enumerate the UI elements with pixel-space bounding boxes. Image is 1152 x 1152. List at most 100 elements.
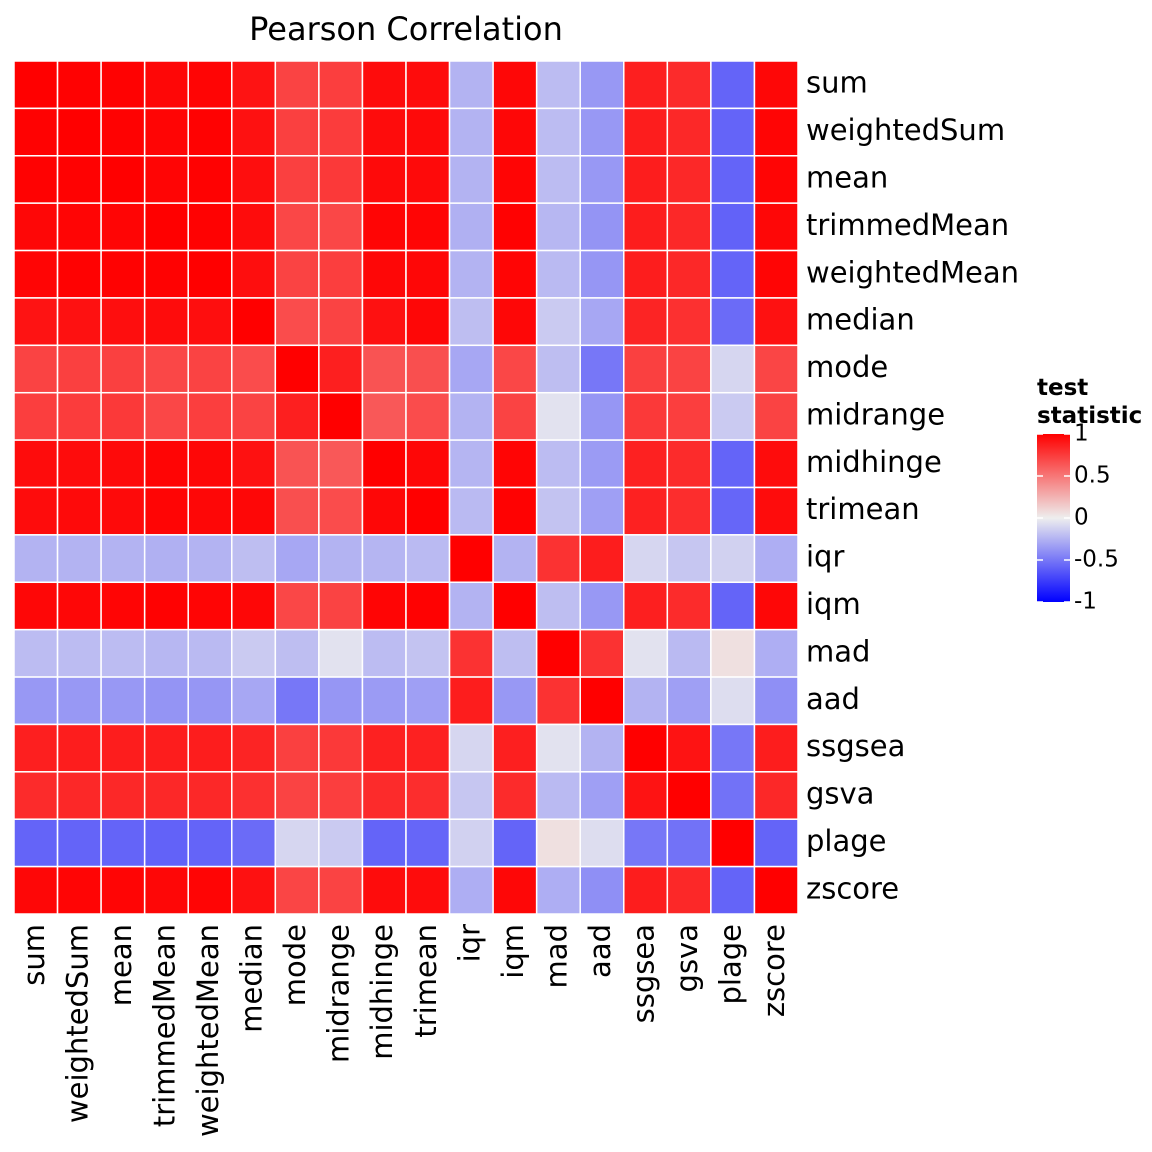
heatmap-cell-weightedSum-midhinge xyxy=(361,107,407,157)
heatmap-cell-sum-aad xyxy=(579,60,625,110)
legend-tick-label: 1 xyxy=(1074,421,1089,447)
heatmap-cell-weightedMean-sum xyxy=(13,249,59,299)
heatmap-cell-gsva-zscore xyxy=(753,771,799,820)
heatmap-cell-midrange-iqm xyxy=(492,391,538,441)
heatmap-cell-weightedMean-median xyxy=(231,249,277,299)
heatmap-cell-gsva-weightedSum xyxy=(56,771,102,820)
heatmap-cell-mad-weightedMean xyxy=(187,628,233,678)
legend-ticks: 1 0.5 0 -0.5 -1 xyxy=(1037,421,1119,615)
heatmap-cell-midrange-trimmedMean xyxy=(143,391,189,441)
heatmap-cell-aad-iqm xyxy=(492,676,538,726)
heatmap-cell-ssgsea-gsva xyxy=(666,723,712,773)
heatmap-cell-midhinge-iqr xyxy=(448,439,494,489)
heatmap-cell-sum-trimmedMean xyxy=(143,60,189,110)
heatmap-cell-zscore-trimmedMean xyxy=(143,865,189,915)
heatmap-cell-trimean-plage xyxy=(710,486,756,536)
legend-tick-label: -1 xyxy=(1074,589,1097,615)
heatmap-cell-trimean-midrange xyxy=(318,486,364,536)
column-label-trimmedMean: trimmedMean xyxy=(147,924,181,1127)
heatmap-cell-mean-mode xyxy=(274,155,320,204)
heatmap-cell-weightedMean-gsva xyxy=(666,249,712,299)
heatmap-cell-midhinge-sum xyxy=(13,439,59,489)
heatmap-cell-aad-mad xyxy=(535,676,581,726)
heatmap-cell-mean-weightedMean xyxy=(187,155,233,204)
legend-title-line-1: test xyxy=(1037,375,1088,401)
heatmap-cell-weightedMean-zscore xyxy=(753,249,799,299)
heatmap-cell-trimean-iqr xyxy=(448,486,494,536)
heatmap-cell-weightedMean-mad xyxy=(535,249,581,299)
heatmap-cell-trimmedMean-trimmedMean xyxy=(143,202,189,252)
heatmap-cell-aad-sum xyxy=(13,676,59,726)
heatmap-cell-weightedMean-mean xyxy=(100,249,146,299)
heatmap-cell-iqm-mad xyxy=(535,581,581,631)
heatmap-cell-iqr-gsva xyxy=(666,534,712,584)
heatmap-cell-midrange-iqr xyxy=(448,391,494,441)
heatmap-cell-weightedSum-ssgsea xyxy=(623,107,669,157)
heatmap-cell-median-weightedSum xyxy=(56,297,102,347)
legend-tick-label: -0.5 xyxy=(1074,547,1119,573)
heatmap-cell-mode-zscore xyxy=(753,344,799,394)
heatmap-cell-iqm-aad xyxy=(579,581,625,631)
heatmap-cell-weightedSum-iqr xyxy=(448,107,494,157)
heatmap-cell-iqr-iqm xyxy=(492,534,538,584)
heatmap-cell-aad-weightedSum xyxy=(56,676,102,726)
heatmap-cell-weightedSum-midrange xyxy=(318,107,364,157)
heatmap-cell-median-plage xyxy=(710,297,756,347)
heatmap-cell-mad-aad xyxy=(579,628,625,678)
heatmap-cell-iqr-aad xyxy=(579,534,625,584)
heatmap-cell-weightedMean-weightedSum xyxy=(56,249,102,299)
heatmap-cell-zscore-mean xyxy=(100,865,146,915)
heatmap-cell-gsva-weightedMean xyxy=(187,771,233,820)
heatmap-cell-midhinge-median xyxy=(231,439,277,489)
heatmap-cell-gsva-midrange xyxy=(318,771,364,820)
heatmap-cell-aad-ssgsea xyxy=(623,676,669,726)
heatmap-cell-sum-midhinge xyxy=(361,60,407,110)
heatmap-cell-ssgsea-zscore xyxy=(753,723,799,773)
column-label-weightedMean: weightedMean xyxy=(191,924,225,1137)
heatmap-cell-plage-iqr xyxy=(448,818,494,868)
heatmap-cell-sum-weightedSum xyxy=(56,60,102,110)
heatmap-cell-midhinge-aad xyxy=(579,439,625,489)
heatmap-cell-gsva-iqm xyxy=(492,771,538,820)
heatmap-cell-gsva-midhinge xyxy=(361,771,407,820)
heatmap-cell-aad-weightedMean xyxy=(187,676,233,726)
heatmap-cell-midrange-weightedMean xyxy=(187,391,233,441)
heatmap-cell-iqm-sum xyxy=(13,581,59,631)
heatmap-cell-plage-mad xyxy=(535,818,581,868)
column-label-midrange: midrange xyxy=(322,924,356,1063)
heatmap-cell-ssgsea-trimean xyxy=(405,723,451,773)
heatmap-cell-plage-median xyxy=(231,818,277,868)
heatmap-cell-trimean-sum xyxy=(13,486,59,536)
heatmap-cell-weightedSum-sum xyxy=(13,107,59,157)
heatmap-cell-median-ssgsea xyxy=(623,297,669,347)
column-label-zscore: zscore xyxy=(757,924,791,1017)
heatmap-cell-sum-plage xyxy=(710,60,756,110)
heatmap-cell-mode-weightedMean xyxy=(187,344,233,394)
heatmap-cell-iqr-midrange xyxy=(318,534,364,584)
heatmap-cell-trimmedMean-midhinge xyxy=(361,202,407,252)
heatmap-cell-trimmedMean-median xyxy=(231,202,277,252)
row-label-weightedMean: weightedMean xyxy=(806,255,1019,289)
heatmap-cell-sum-mean xyxy=(100,60,146,110)
heatmap-cell-ssgsea-aad xyxy=(579,723,625,773)
heatmap-cell-iqm-midrange xyxy=(318,581,364,631)
heatmap-cell-median-iqm xyxy=(492,297,538,347)
row-label-plage: plage xyxy=(806,824,887,858)
heatmap-cell-sum-mode xyxy=(274,60,320,110)
heatmap-cell-mad-midrange xyxy=(318,628,364,678)
heatmap-cell-midrange-trimean xyxy=(405,391,451,441)
heatmap-cell-iqm-median xyxy=(231,581,277,631)
heatmap-cell-zscore-trimean xyxy=(405,865,451,915)
heatmap-cell-midhinge-trimean xyxy=(405,439,451,489)
heatmap-cell-median-gsva xyxy=(666,297,712,347)
heatmap-cell-mean-aad xyxy=(579,155,625,204)
heatmap-cell-mad-gsva xyxy=(666,628,712,678)
row-labels: sum weightedSum mean trimmedMean weightedMea… xyxy=(806,66,1019,906)
heatmap-cell-trimean-midhinge xyxy=(361,486,407,536)
heatmap-cell-iqm-weightedMean xyxy=(187,581,233,631)
heatmap-cell-mean-iqr xyxy=(448,155,494,204)
heatmap-cell-mode-ssgsea xyxy=(623,344,669,394)
heatmap-cell-plage-midrange xyxy=(318,818,364,868)
heatmap-cell-plage-midhinge xyxy=(361,818,407,868)
